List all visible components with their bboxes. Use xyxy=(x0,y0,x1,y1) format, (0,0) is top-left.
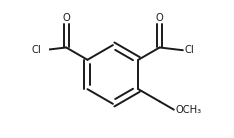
Text: Cl: Cl xyxy=(184,45,194,55)
Text: O: O xyxy=(62,13,70,23)
Text: O: O xyxy=(156,13,164,23)
Text: Cl: Cl xyxy=(32,45,42,55)
Text: OCH₃: OCH₃ xyxy=(175,105,201,115)
